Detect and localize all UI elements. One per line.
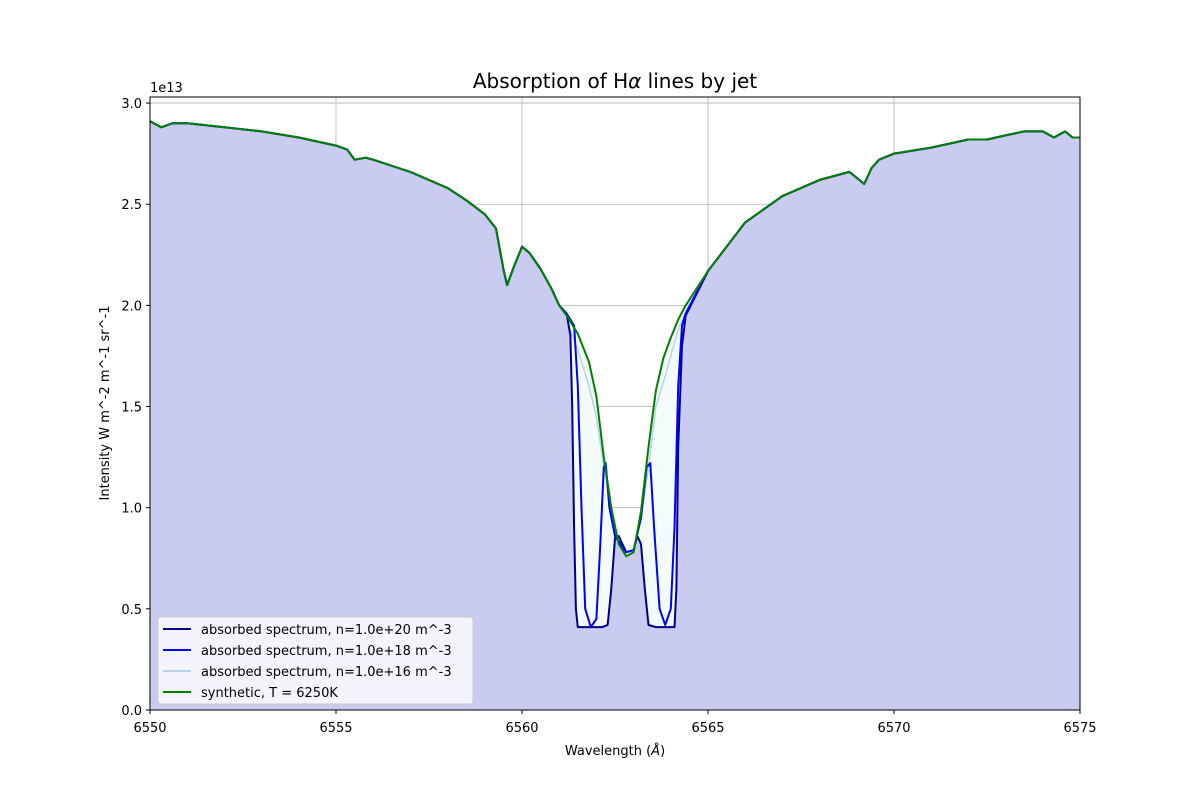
- x-tick-label: 6575: [1063, 721, 1096, 736]
- y-offset-text: 1e13: [150, 81, 183, 96]
- y-tick-label: 2.0: [121, 299, 142, 314]
- y-axis-label: Intensity W m^-2 m^-1 sr^-1: [98, 306, 113, 501]
- y-tick-label: 2.5: [121, 198, 142, 213]
- x-tick-label: 6555: [319, 721, 352, 736]
- x-tick-label: 6565: [691, 721, 724, 736]
- y-tick-label: 1.0: [121, 502, 142, 517]
- y-tick-label: 0.5: [121, 603, 142, 618]
- legend: absorbed spectrum, n=1.0e+20 m^-3 absorb…: [157, 616, 474, 705]
- legend-box: [157, 616, 474, 705]
- legend-label-n18: absorbed spectrum, n=1.0e+18 m^-3: [201, 644, 452, 659]
- plot-frame: [149, 96, 1081, 711]
- legend-label-synthetic: synthetic, T = 6250K: [201, 686, 338, 701]
- chart-title: Absorption of Hα lines by jet: [473, 69, 757, 93]
- y-tick-label: 3.0: [121, 97, 142, 112]
- x-tick-label: 6550: [133, 721, 166, 736]
- series-line-synthetic: [149, 120, 1080, 558]
- legend-label-n16: absorbed spectrum, n=1.0e+16 m^-3: [201, 665, 452, 680]
- y-tick-label: 0.0: [121, 704, 142, 719]
- legend-label-n20: absorbed spectrum, n=1.0e+20 m^-3: [201, 623, 452, 638]
- absorbed-fill-area: [150, 121, 1080, 711]
- y-tick-label: 1.5: [121, 401, 142, 416]
- x-axis-label: Wavelength (Å): [565, 743, 665, 759]
- tick-layer: 6550 6555 6560 6565 6570 6575 0.0 0.5 1.0 1.5 2.0 2…: [121, 97, 1096, 736]
- series-layer: [149, 120, 1080, 629]
- x-tick-label: 6560: [505, 721, 538, 736]
- x-tick-label: 6570: [877, 721, 910, 736]
